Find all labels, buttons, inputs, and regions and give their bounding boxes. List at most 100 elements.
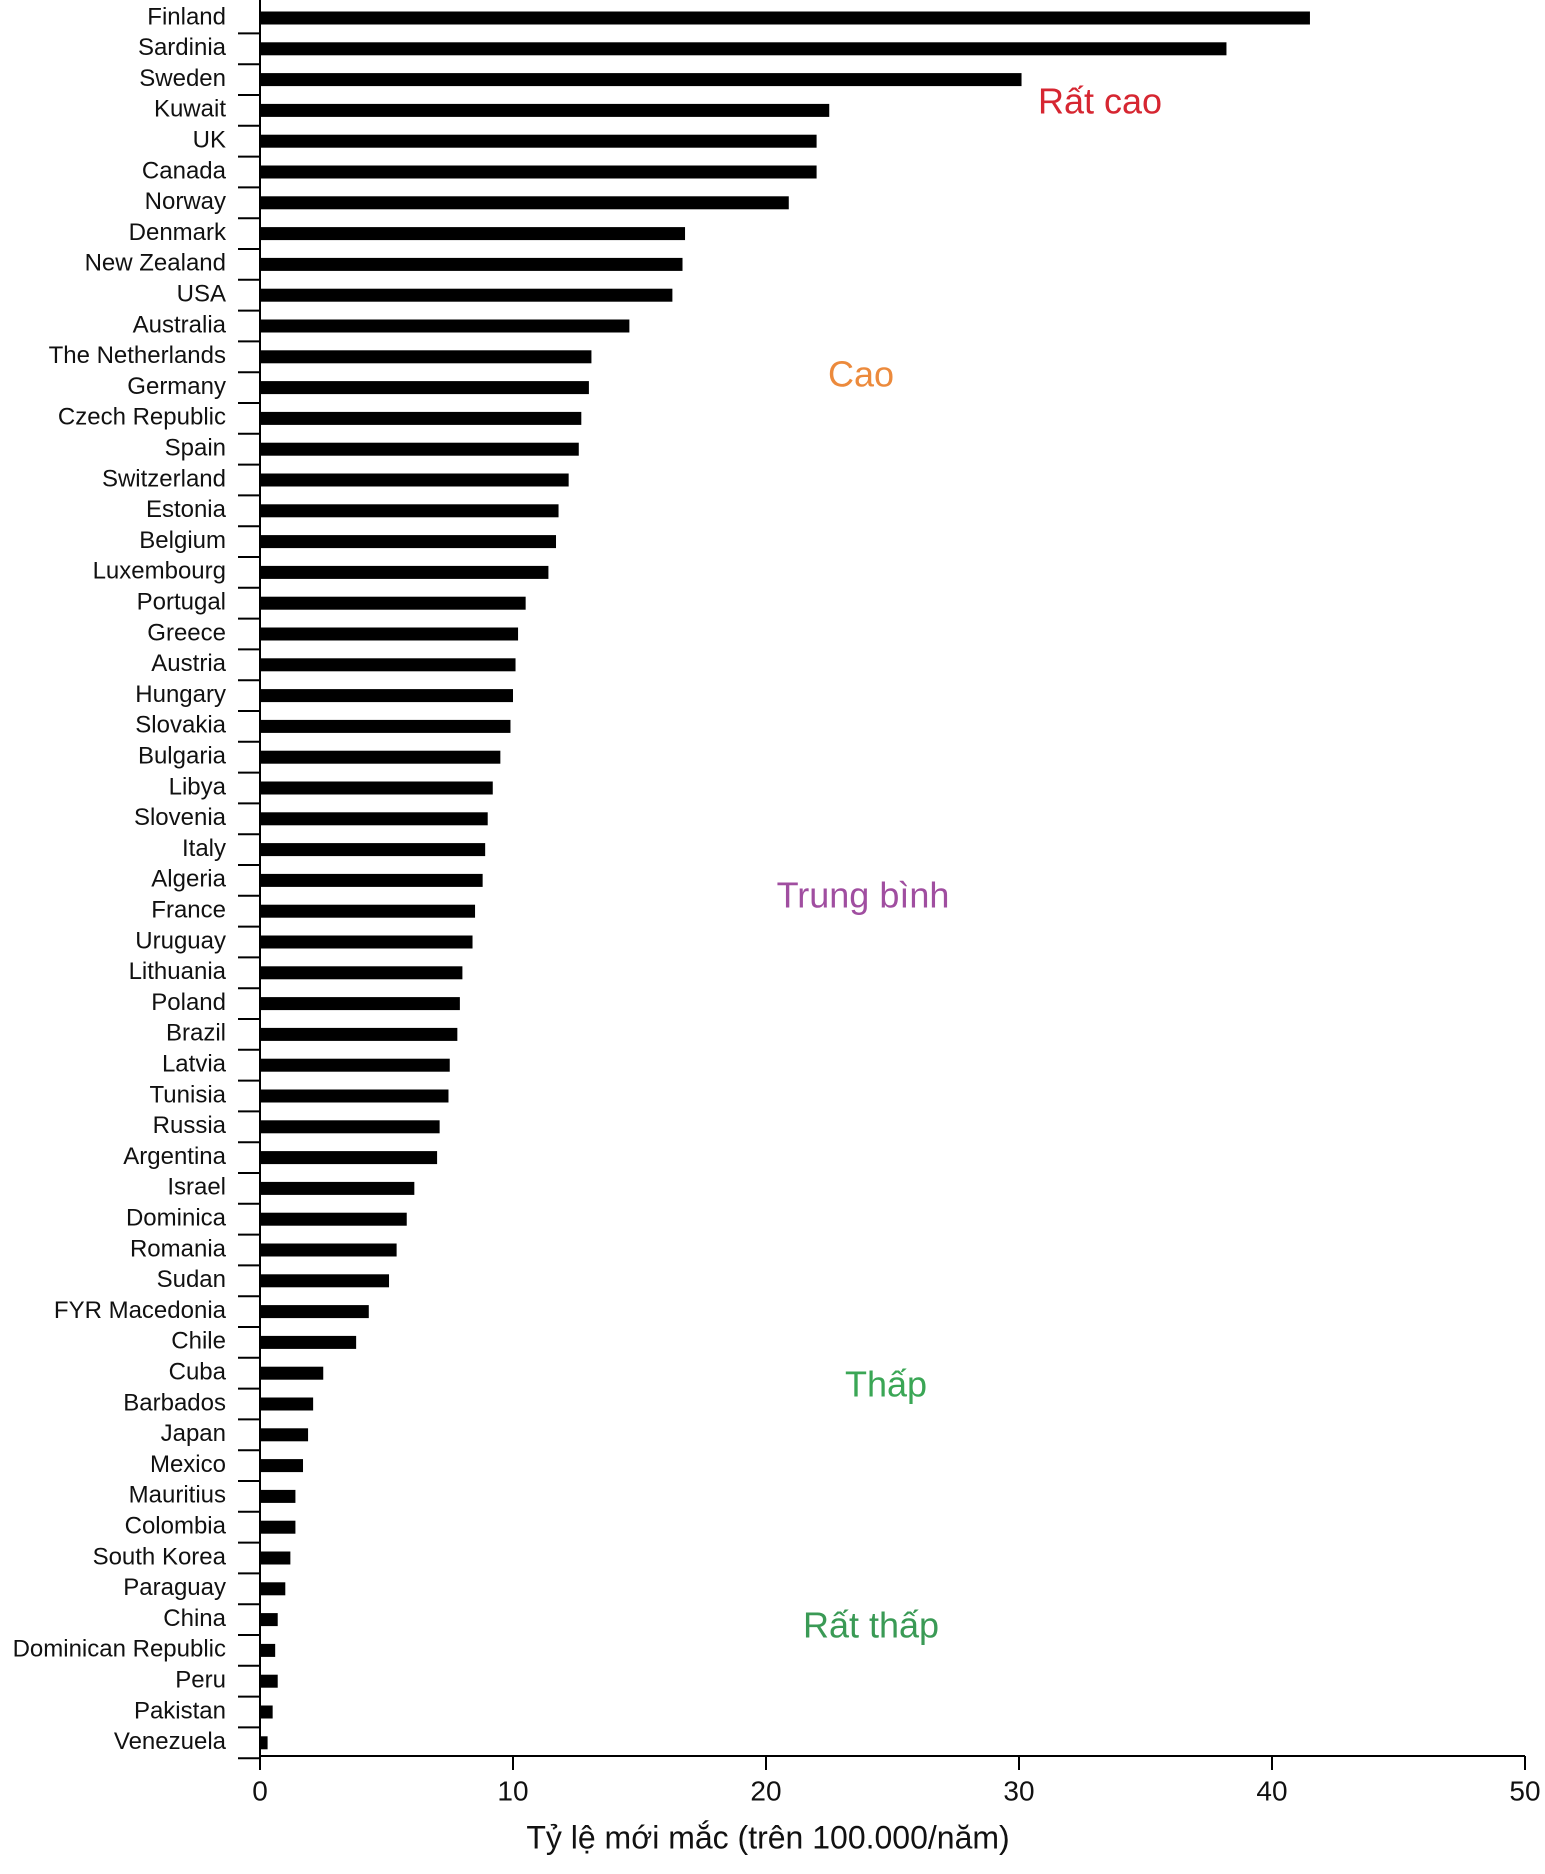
y-tick-label: South Korea	[93, 1543, 227, 1570]
y-tick-label: Dominica	[126, 1205, 227, 1232]
annotation: Rất cao	[1038, 81, 1162, 122]
bar	[260, 1243, 397, 1257]
y-tick-label: Chile	[171, 1328, 226, 1355]
bar	[260, 873, 483, 887]
y-tick-label: New Zealand	[85, 250, 226, 277]
bar	[260, 165, 817, 179]
y-tick-label: Brazil	[166, 1020, 226, 1047]
bar	[260, 196, 789, 210]
y-tick-label: Austria	[151, 650, 226, 677]
x-tick-label: 10	[497, 1775, 528, 1806]
y-tick-label: Sardinia	[138, 34, 227, 61]
y-tick-label: Algeria	[151, 866, 226, 893]
bar	[260, 1643, 276, 1657]
bar	[260, 1551, 291, 1565]
y-tick-label: Italy	[182, 835, 226, 862]
y-tick-label: Pakistan	[134, 1697, 226, 1724]
bar	[260, 627, 519, 641]
annotation: Rất thấp	[803, 1605, 939, 1646]
bar	[260, 73, 1022, 87]
bar	[260, 658, 516, 672]
bar	[260, 966, 463, 980]
bar	[260, 42, 1227, 56]
bar	[260, 1120, 440, 1134]
y-tick-label: Mexico	[150, 1451, 226, 1478]
y-tick-label: Venezuela	[114, 1728, 227, 1755]
y-tick-label: Greece	[147, 619, 226, 646]
bar	[260, 997, 460, 1011]
bar	[260, 227, 686, 241]
x-tick-label: 50	[1509, 1775, 1540, 1806]
y-tick-label: Latvia	[162, 1051, 227, 1078]
y-tick-label: Poland	[151, 989, 226, 1016]
y-tick-label: Slovenia	[134, 804, 227, 831]
bar	[260, 689, 513, 703]
bar	[260, 843, 486, 857]
bar	[260, 1459, 304, 1473]
x-tick-label: 0	[252, 1775, 268, 1806]
y-tick-label: Australia	[133, 311, 227, 338]
y-tick-label: Norway	[145, 188, 226, 215]
y-tick-label: Estonia	[146, 496, 227, 523]
bar	[260, 1366, 324, 1380]
bar	[260, 812, 488, 826]
bar	[260, 1489, 296, 1503]
bar	[260, 319, 630, 333]
y-tick-label: Japan	[161, 1420, 226, 1447]
y-tick-label: Peru	[175, 1667, 226, 1694]
y-tick-label: Paraguay	[123, 1574, 226, 1601]
bar	[260, 750, 501, 764]
bar	[260, 1151, 438, 1165]
x-tick-label: 40	[1256, 1775, 1287, 1806]
y-tick-label: Spain	[165, 435, 226, 462]
y-tick-label: Romania	[130, 1235, 227, 1262]
y-tick-label: Barbados	[123, 1389, 226, 1416]
y-tick-label: Czech Republic	[58, 404, 226, 431]
y-tick-label: Belgium	[139, 527, 226, 554]
bar	[260, 381, 589, 395]
bar	[260, 1212, 407, 1226]
bar	[260, 1058, 450, 1072]
y-tick-label: Kuwait	[154, 96, 226, 123]
y-tick-label: Argentina	[123, 1143, 226, 1170]
y-tick-label: Germany	[127, 373, 226, 400]
y-tick-label: Lithuania	[129, 958, 227, 985]
bar	[260, 1582, 286, 1596]
y-tick-label: Denmark	[129, 219, 227, 246]
annotation: Thấp	[845, 1364, 927, 1405]
y-tick-label: USA	[177, 281, 226, 308]
y-tick-label: Cuba	[169, 1359, 227, 1386]
bar	[260, 1613, 278, 1627]
bar	[260, 442, 579, 456]
y-tick-label: China	[163, 1605, 226, 1632]
y-tick-label: Hungary	[135, 681, 226, 708]
bar	[260, 904, 476, 918]
bar	[260, 781, 493, 795]
y-tick-label: The Netherlands	[49, 342, 226, 369]
y-tick-label: France	[151, 897, 226, 924]
y-tick-label: Mauritius	[129, 1482, 226, 1509]
y-tick-label: Colombia	[125, 1513, 227, 1540]
bar	[260, 719, 511, 733]
y-tick-label: FYR Macedonia	[54, 1297, 227, 1324]
bar	[260, 350, 592, 364]
bar	[260, 288, 673, 302]
bar	[260, 535, 557, 549]
y-tick-label: Luxembourg	[93, 558, 226, 585]
bar	[260, 134, 817, 148]
bar	[260, 1520, 296, 1534]
y-tick-label: Dominican Republic	[13, 1636, 226, 1663]
bar	[260, 473, 569, 487]
bar	[260, 596, 526, 610]
y-tick-label: Canada	[142, 157, 227, 184]
bar	[260, 1674, 278, 1688]
y-tick-label: Slovakia	[135, 712, 226, 739]
bar	[260, 1027, 458, 1041]
y-tick-label: Russia	[153, 1112, 227, 1139]
bar	[260, 257, 683, 271]
bar	[260, 1736, 268, 1750]
y-tick-label: Tunisia	[150, 1081, 227, 1108]
bar	[260, 1305, 369, 1319]
y-tick-label: Bulgaria	[138, 743, 227, 770]
